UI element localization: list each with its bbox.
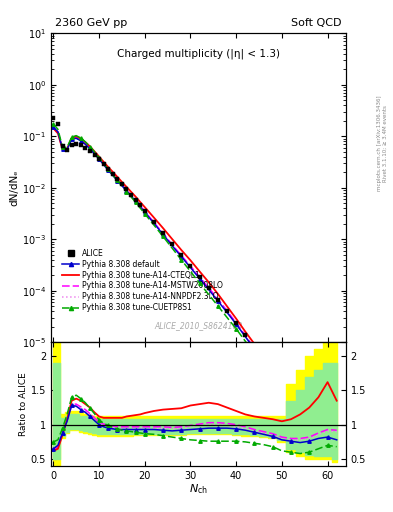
ALICE [55,121,60,127]
X-axis label: $N_\mathrm{ch}$: $N_\mathrm{ch}$ [189,482,208,496]
ALICE [206,285,211,291]
Text: Charged multiplicity (|η| < 1.3): Charged multiplicity (|η| < 1.3) [117,49,280,59]
ALICE [110,171,115,177]
ALICE [83,145,88,151]
Text: 2360 GeV pp: 2360 GeV pp [55,18,127,28]
ALICE [133,197,138,203]
ALICE [92,152,97,158]
ALICE [288,391,293,397]
ALICE [79,142,83,148]
ALICE [316,426,321,433]
ALICE [243,332,248,338]
Text: ALICE_2010_S8624100: ALICE_2010_S8624100 [154,321,242,330]
ALICE [124,186,129,193]
Line: ALICE: ALICE [51,115,339,459]
ALICE [252,344,257,350]
ALICE [279,379,284,385]
ALICE [298,402,303,409]
ALICE [51,115,56,121]
ALICE [170,241,174,247]
Text: mcplots.cern.ch [arXiv:1306.3436]: mcplots.cern.ch [arXiv:1306.3436] [377,96,382,191]
ALICE [161,229,165,236]
ALICE [188,263,193,269]
ALICE [234,319,239,326]
ALICE [225,308,230,314]
Text: Soft QCD: Soft QCD [292,18,342,28]
Y-axis label: dN/dNₑ: dN/dNₑ [9,169,19,206]
ALICE [74,141,79,147]
ALICE [152,219,156,225]
ALICE [325,440,330,446]
ALICE [179,252,184,258]
ALICE [197,274,202,281]
ALICE [106,166,110,172]
ALICE [270,367,275,373]
ALICE [65,147,70,154]
ALICE [142,207,147,214]
ALICE [88,148,92,155]
ALICE [138,202,143,208]
ALICE [215,296,220,303]
Legend: ALICE, Pythia 8.308 default, Pythia 8.308 tune-A14-CTEQL1, Pythia 8.308 tune-A14: ALICE, Pythia 8.308 default, Pythia 8.30… [61,247,224,314]
ALICE [115,176,120,182]
ALICE [101,161,106,167]
ALICE [119,181,124,187]
ALICE [261,355,266,361]
ALICE [334,454,339,460]
ALICE [129,191,133,198]
Y-axis label: Ratio to ALICE: Ratio to ALICE [19,372,28,436]
ALICE [97,156,101,162]
ALICE [60,143,65,149]
ALICE [307,415,312,421]
ALICE [69,141,74,147]
Text: Rivet 3.1.10; ≥ 3.4M events: Rivet 3.1.10; ≥ 3.4M events [383,105,387,182]
